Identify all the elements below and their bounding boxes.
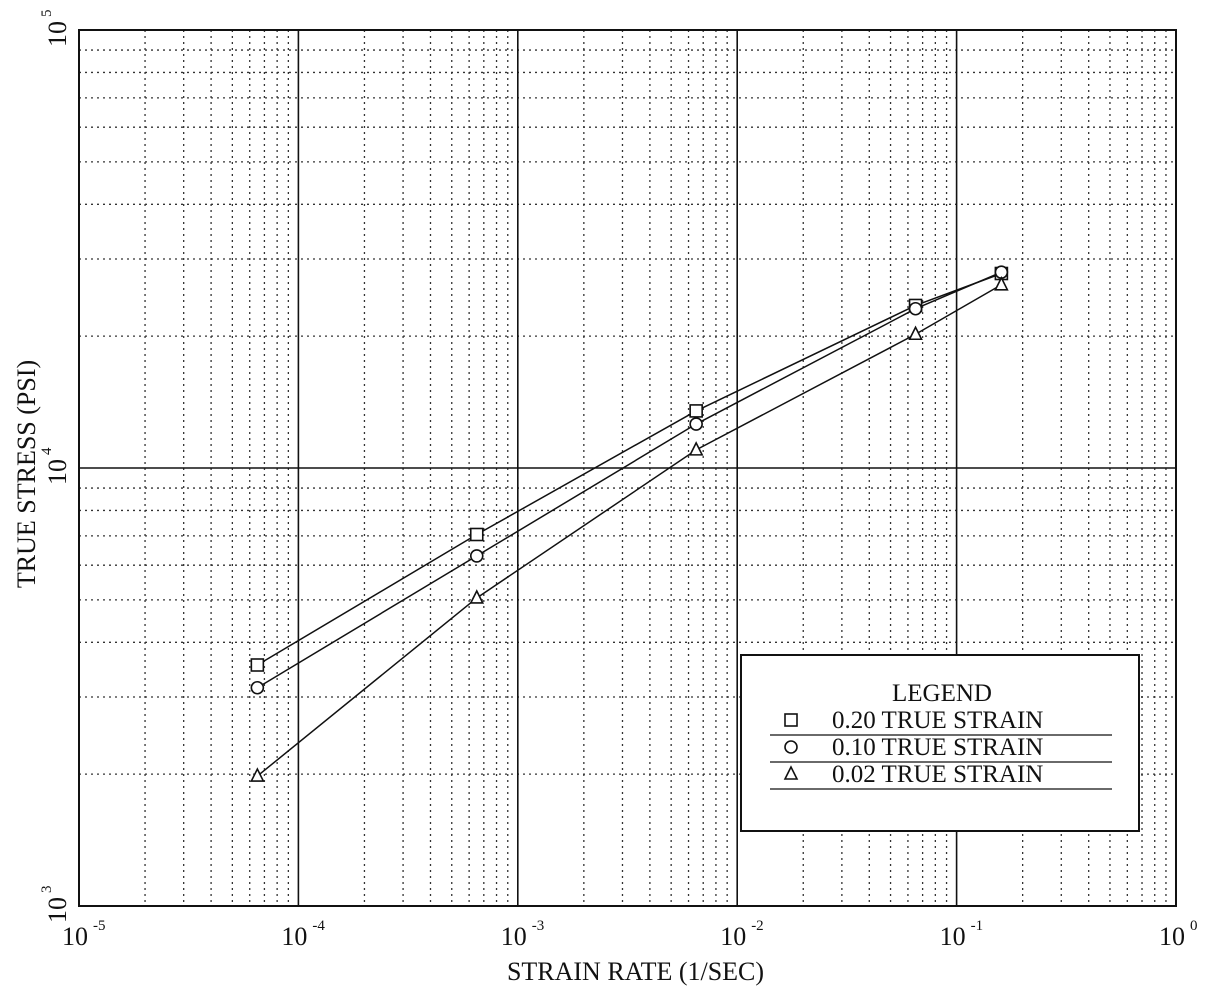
y-tick-label: 105 [39,10,72,48]
x-tick-label: 10 [281,922,307,951]
data-point-triangle [688,441,704,456]
y-tick-label: 10 4 [39,447,72,485]
y-tick-base: 10 [43,897,72,923]
y-tick-exponent: 4 [39,447,55,455]
x-tick-label: 10 [62,922,88,951]
data-point-triangle [469,589,485,604]
data-point-circle [250,680,265,695]
legend-marker-triangle [783,765,799,780]
x-tick-exponent: -4 [312,918,325,934]
x-axis-title: STRAIN RATE (1/SEC) [507,957,764,986]
legend-entry-label: 0.20 TRUE STRAIN [832,707,1043,734]
series-triangle [250,275,1009,782]
legend-entry: 0.20 TRUE STRAIN [770,707,1112,736]
legend-marker-circle [784,740,798,754]
data-point-square [689,404,703,418]
data-point-triangle [908,325,923,341]
x-tick-label: 10 [940,922,966,951]
data-point-square [469,527,484,542]
series-square [250,266,1009,672]
x-tick-exponent: -5 [93,918,106,934]
x-tick-label: 10 [720,922,746,951]
major-grid [79,30,1176,906]
data-point-circle [469,549,484,563]
series-line-circle [256,271,1002,689]
legend-entry-label: 0.02 TRUE STRAIN [832,761,1043,788]
y-tick-base: 10 [43,21,72,47]
plot-frame [78,29,1177,907]
data-point-square [250,658,265,672]
data-point-circle [689,417,703,431]
data-point-triangle [250,767,265,782]
legend-title: LEGEND [892,680,992,707]
data-point-circle [908,301,923,316]
y-tick-label: 103 [39,886,72,924]
y-tick-exponent: 5 [39,10,55,18]
y-axis-title: TRUE STRESS (PSI) [12,360,41,588]
legend-entry: 0.10 TRUE STRAIN [770,734,1112,763]
x-tick-exponent: -1 [971,918,984,934]
series-circle [250,265,1009,695]
y-tick-exponent: 3 [39,886,55,894]
y-tick-base: 10 [43,459,72,485]
x-tick-exponent: 0 [1190,918,1198,934]
legend-entry: 0.02 TRUE STRAIN [770,761,1112,790]
x-tick-exponent: -2 [751,918,764,934]
data-point-triangle [994,275,1009,291]
x-tick-label: 10 [1159,922,1185,951]
series-layer [250,265,1009,782]
x-tick-exponent: -3 [532,918,545,934]
legend-box [740,654,1140,832]
legend-entry-label: 0.10 TRUE STRAIN [832,734,1043,761]
x-tick-labels: 10 -5 10 -4 10 -3 10 -2 10 -1 10 0 [62,918,1198,951]
legend-marker-square [784,713,798,727]
series-line-square [256,272,1002,666]
x-tick-label: 10 [501,922,527,951]
